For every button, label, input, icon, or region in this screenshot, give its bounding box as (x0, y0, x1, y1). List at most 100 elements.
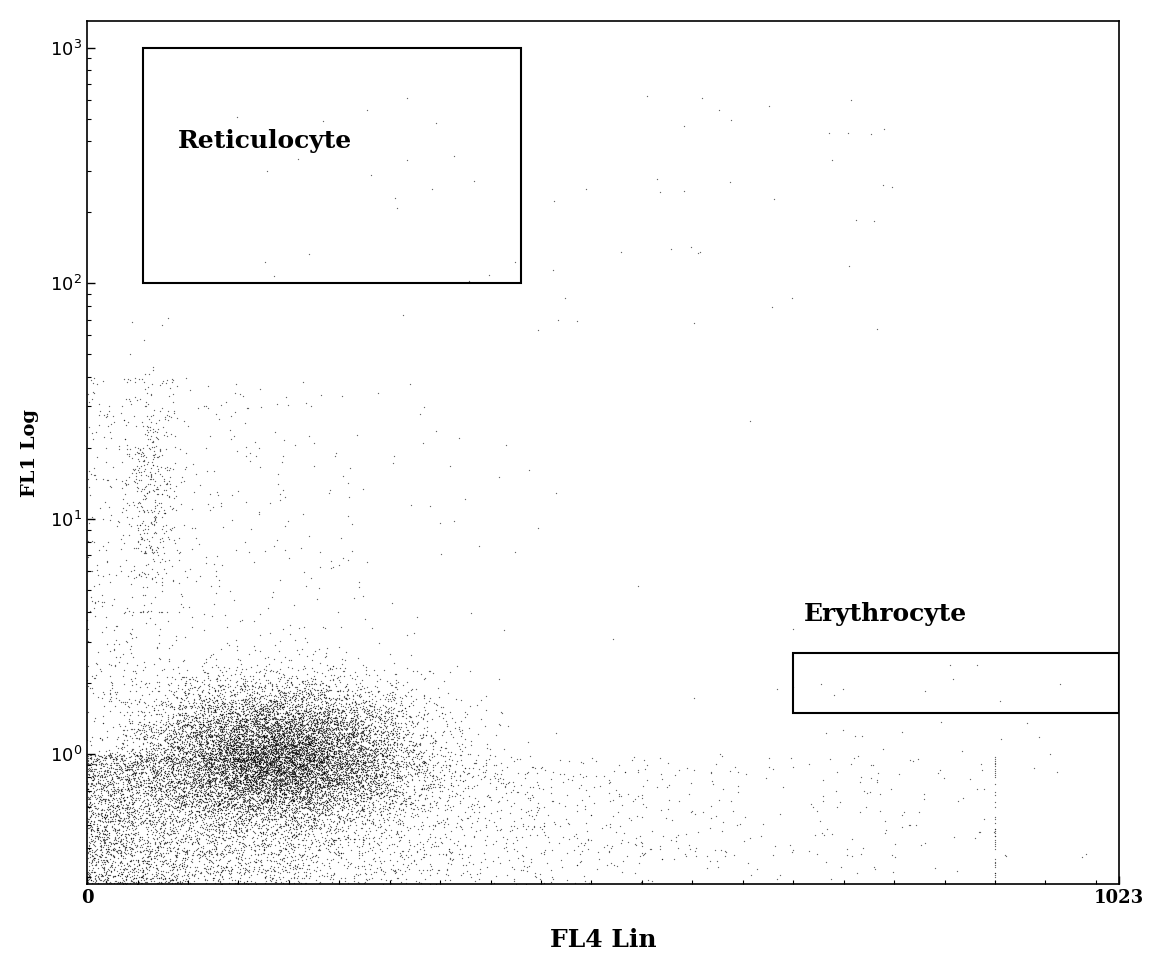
Point (269, 805, 288, 820)
Point (476, 769, 495, 784)
Point (133, 860, 151, 876)
Point (118, 846, 136, 861)
Point (227, 768, 246, 783)
Point (184, 696, 203, 711)
Point (191, 849, 210, 865)
Point (248, 738, 267, 753)
Point (278, 748, 297, 764)
Point (353, 702, 372, 717)
Point (212, 863, 231, 879)
Point (284, 692, 303, 707)
Point (350, 579, 368, 595)
Point (347, 764, 366, 779)
Point (243, 693, 262, 708)
Point (151, 796, 170, 811)
Point (206, 811, 225, 827)
Point (112, 848, 130, 864)
Point (394, 856, 412, 872)
Point (290, 743, 309, 759)
Point (220, 745, 239, 761)
Point (361, 760, 380, 775)
Point (291, 682, 310, 698)
Point (275, 803, 294, 818)
Point (280, 768, 298, 783)
Point (225, 592, 243, 607)
Point (289, 826, 308, 842)
Point (306, 863, 325, 879)
Point (341, 742, 360, 758)
Point (147, 791, 165, 807)
Point (361, 841, 380, 856)
Point (202, 804, 220, 819)
Point (323, 831, 341, 847)
Point (150, 809, 169, 824)
Point (242, 737, 261, 752)
Point (311, 777, 330, 793)
Point (206, 715, 225, 731)
Point (250, 714, 269, 730)
Point (352, 712, 370, 728)
Point (350, 744, 368, 760)
Point (112, 796, 130, 811)
Point (239, 701, 257, 716)
Point (347, 766, 366, 781)
Point (312, 766, 331, 781)
Point (277, 767, 296, 782)
Point (325, 709, 344, 725)
Point (245, 859, 263, 875)
Point (155, 729, 174, 744)
Point (263, 767, 282, 782)
Point (354, 834, 373, 849)
Point (304, 797, 323, 812)
Point (143, 761, 162, 776)
Point (226, 542, 245, 558)
Point (232, 656, 250, 671)
Point (472, 854, 490, 870)
Point (79, 866, 98, 882)
Point (379, 784, 397, 800)
Point (238, 770, 256, 785)
Point (220, 751, 239, 767)
Point (337, 732, 355, 747)
Point (432, 705, 451, 721)
Point (440, 704, 459, 720)
Point (322, 729, 340, 744)
Point (510, 751, 529, 767)
Point (202, 788, 220, 804)
Point (254, 704, 273, 720)
Point (179, 729, 198, 744)
Point (312, 752, 331, 768)
Point (288, 790, 306, 806)
Point (302, 727, 320, 742)
Point (292, 769, 311, 784)
Point (104, 822, 122, 838)
Point (273, 711, 291, 727)
Point (151, 722, 170, 738)
Point (148, 801, 167, 816)
Point (255, 727, 274, 742)
Point (256, 790, 275, 806)
Point (262, 765, 281, 780)
Point (135, 374, 154, 389)
Point (223, 785, 241, 801)
Point (270, 757, 289, 773)
Point (353, 717, 372, 733)
Point (192, 825, 211, 841)
Point (195, 755, 213, 771)
Point (89, 829, 107, 845)
Point (266, 752, 284, 768)
Point (345, 786, 363, 802)
Point (263, 703, 282, 719)
Point (305, 747, 324, 763)
Point (278, 750, 297, 766)
Point (176, 563, 195, 579)
Point (700, 820, 719, 836)
Point (217, 706, 235, 722)
Point (417, 761, 436, 776)
Point (255, 740, 274, 756)
Point (527, 808, 545, 823)
Point (339, 765, 358, 780)
Point (318, 730, 337, 745)
Point (986, 787, 1004, 803)
Point (212, 801, 231, 816)
